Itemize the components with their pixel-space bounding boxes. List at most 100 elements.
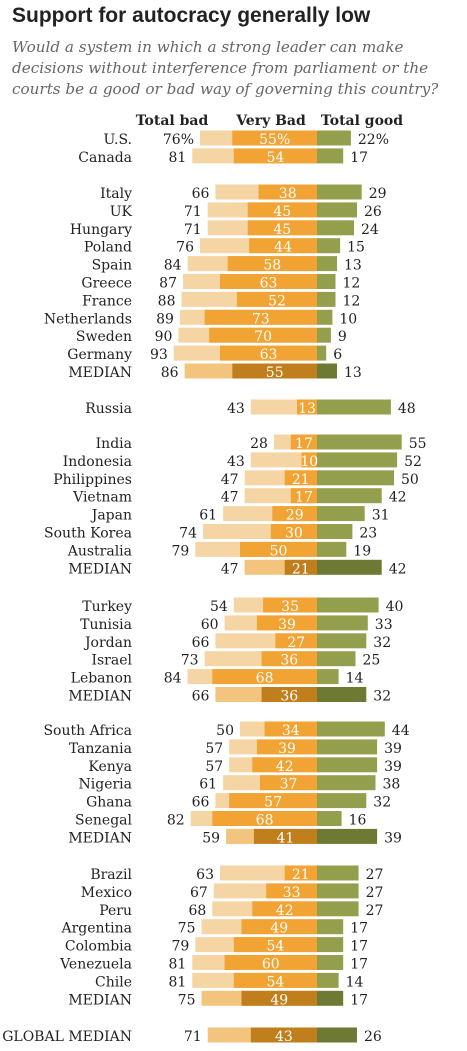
value-total-bad: 66 bbox=[192, 795, 210, 811]
value-total-good: 17 bbox=[350, 992, 368, 1008]
bar-total-good bbox=[317, 597, 379, 613]
value-total-good: 22% bbox=[358, 132, 389, 148]
value-total-good: 27 bbox=[366, 903, 384, 919]
value-total-good: 48 bbox=[398, 401, 416, 417]
bar-total-good bbox=[317, 452, 398, 468]
bar-total-good bbox=[317, 470, 394, 486]
value-very-bad: 54 bbox=[266, 939, 284, 955]
bar-very-bad bbox=[256, 739, 317, 755]
value-total-bad: 68 bbox=[188, 903, 206, 919]
value-total-bad: 82 bbox=[167, 813, 185, 829]
bar-very-bad bbox=[212, 669, 317, 685]
row-label: Indonesia bbox=[63, 454, 132, 470]
bar-very-bad bbox=[212, 811, 317, 826]
value-total-good: 13 bbox=[344, 258, 362, 274]
bar-very-bad bbox=[229, 793, 317, 809]
value-very-bad: 42 bbox=[276, 903, 294, 919]
value-total-good: 17 bbox=[350, 921, 368, 937]
bar-very-bad bbox=[297, 399, 317, 415]
value-very-bad: 63 bbox=[260, 347, 278, 363]
value-total-bad: 61 bbox=[199, 508, 217, 524]
value-total-bad: 89 bbox=[156, 311, 174, 327]
bar-total-good bbox=[317, 220, 354, 236]
value-very-bad: 55 bbox=[266, 365, 284, 381]
row-label: Nigeria bbox=[79, 777, 133, 793]
value-very-bad: 52 bbox=[268, 293, 286, 309]
bar-very-bad bbox=[290, 434, 317, 450]
value-very-bad: 50 bbox=[270, 543, 288, 559]
bar-very-bad bbox=[232, 130, 317, 146]
chart-subtitle: Would a system in which a strong leader … bbox=[12, 38, 439, 98]
value-total-good: 33 bbox=[375, 617, 393, 633]
bar-very-bad bbox=[252, 757, 317, 773]
bar-total-good bbox=[317, 633, 367, 649]
row-label: Canada bbox=[78, 150, 132, 166]
value-total-good: 32 bbox=[373, 795, 391, 811]
value-total-bad: 88 bbox=[158, 293, 176, 309]
value-total-good: 24 bbox=[361, 222, 379, 238]
bar-very-bad bbox=[241, 919, 317, 935]
bar-very-bad bbox=[227, 256, 317, 272]
value-total-good: 14 bbox=[346, 671, 364, 687]
value-very-bad: 29 bbox=[286, 508, 304, 524]
bar-total-good bbox=[317, 669, 339, 685]
bar-total-good bbox=[317, 757, 378, 773]
bar-total-good bbox=[317, 883, 359, 899]
value-total-good: 29 bbox=[369, 186, 387, 202]
bar-total-good bbox=[317, 399, 391, 415]
bar-very-bad bbox=[252, 901, 317, 917]
row-label: Netherlands bbox=[44, 311, 132, 327]
value-total-good: 42 bbox=[389, 561, 407, 577]
bar-very-bad bbox=[270, 524, 317, 539]
value-very-bad: 30 bbox=[285, 526, 303, 542]
value-total-bad: 79 bbox=[171, 939, 189, 955]
value-total-bad: 87 bbox=[159, 276, 177, 292]
row-label: U.S. bbox=[103, 132, 132, 148]
value-very-bad: 17 bbox=[295, 490, 313, 506]
value-very-bad: 36 bbox=[280, 689, 298, 705]
bar-total-good bbox=[317, 202, 357, 218]
value-very-bad: 49 bbox=[270, 921, 288, 937]
row-label: MEDIAN bbox=[68, 830, 132, 846]
row-label: Peru bbox=[99, 903, 132, 919]
value-total-good: 16 bbox=[349, 813, 367, 829]
bar-very-bad bbox=[261, 687, 317, 702]
row-label: Spain bbox=[92, 258, 132, 274]
value-total-good: 27 bbox=[366, 867, 384, 883]
row-label: Hungary bbox=[70, 222, 132, 238]
value-total-good: 52 bbox=[404, 454, 422, 470]
value-total-bad: 66 bbox=[192, 186, 210, 202]
row-label: Turkey bbox=[82, 599, 132, 615]
bar-very-bad bbox=[272, 506, 317, 522]
value-very-bad: 68 bbox=[256, 671, 274, 687]
bar-very-bad bbox=[209, 327, 317, 343]
value-very-bad: 63 bbox=[260, 276, 278, 292]
bar-total-good bbox=[317, 309, 333, 325]
bar-very-bad bbox=[266, 883, 317, 899]
bar-very-bad bbox=[236, 291, 317, 307]
bar-very-bad bbox=[253, 828, 317, 844]
value-very-bad: 43 bbox=[275, 1029, 293, 1045]
bar-total-good bbox=[317, 506, 365, 522]
value-total-bad: 90 bbox=[155, 329, 173, 345]
value-very-bad: 45 bbox=[273, 204, 291, 220]
bar-total-good bbox=[317, 291, 336, 307]
value-very-bad: 58 bbox=[263, 258, 281, 274]
value-total-good: 39 bbox=[384, 759, 402, 775]
value-total-good: 50 bbox=[401, 472, 419, 488]
bar-very-bad bbox=[233, 148, 317, 164]
bar-total-good bbox=[317, 363, 337, 379]
value-total-bad: 71 bbox=[184, 222, 202, 238]
row-label: France bbox=[82, 293, 132, 309]
bar-total-good bbox=[317, 238, 341, 254]
value-very-bad: 42 bbox=[276, 759, 294, 775]
value-total-bad: 66 bbox=[192, 689, 210, 705]
value-total-bad: 60 bbox=[201, 617, 219, 633]
bar-very-bad bbox=[256, 615, 317, 631]
value-very-bad: 68 bbox=[256, 813, 274, 829]
header-total-bad: Total bad bbox=[135, 113, 209, 129]
value-very-bad: 36 bbox=[280, 653, 298, 669]
row-label: South Korea bbox=[44, 526, 132, 542]
bar-total-good bbox=[317, 256, 337, 272]
